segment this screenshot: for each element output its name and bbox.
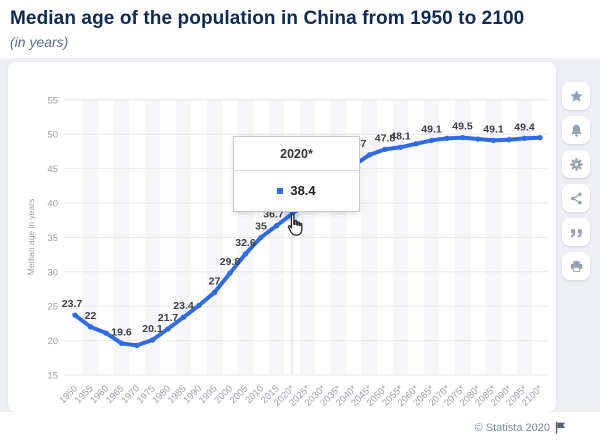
svg-text:21.7: 21.7 — [158, 312, 179, 324]
svg-text:45: 45 — [47, 164, 58, 175]
svg-text:20.1: 20.1 — [142, 323, 163, 335]
svg-text:49.1: 49.1 — [421, 123, 442, 135]
citation-button[interactable] — [562, 218, 590, 246]
flag-icon[interactable] — [555, 421, 566, 434]
svg-text:Median age in years: Median age in years — [26, 199, 36, 276]
chart-card: 15 20 25 30 35 40 45 50 55 1950 1955 1960 1965 1970 19… — [8, 62, 556, 412]
page-title: Median age of the population in China fr… — [10, 8, 525, 29]
svg-text:49.5: 49.5 — [452, 121, 473, 133]
svg-text:30: 30 — [47, 267, 58, 278]
svg-text:23.7: 23.7 — [62, 298, 83, 310]
chart-actions-rail — [562, 82, 590, 280]
svg-text:49.1: 49.1 — [483, 123, 504, 135]
svg-text:40: 40 — [47, 199, 58, 210]
statista-attribution: © Statista 2020 — [474, 421, 550, 434]
svg-text:55: 55 — [47, 95, 58, 106]
svg-text:20: 20 — [47, 336, 58, 347]
print-button[interactable] — [562, 252, 590, 280]
share-button[interactable] — [562, 184, 590, 212]
printer-icon — [570, 260, 582, 272]
svg-text:48.1: 48.1 — [390, 130, 411, 142]
page-subtitle: (in years) — [10, 34, 69, 50]
svg-text:47.8: 47.8 — [375, 132, 396, 144]
chart-header: Median age of the population in China fr… — [0, 0, 600, 58]
chart-tooltip: 2020* 38.4 — [233, 136, 360, 212]
svg-text:47: 47 — [355, 138, 367, 150]
svg-text:19.6: 19.6 — [111, 326, 132, 338]
chart-area-background: 15 20 25 30 35 40 45 50 55 1950 1955 1960 1965 1970 19… — [0, 58, 600, 412]
svg-text:49.4: 49.4 — [514, 121, 535, 133]
tooltip-year: 2020* — [234, 137, 359, 171]
svg-text:32.6: 32.6 — [235, 237, 256, 249]
svg-text:25: 25 — [47, 302, 58, 313]
tooltip-value: 38.4 — [290, 183, 316, 198]
svg-text:23.4: 23.4 — [173, 300, 194, 312]
share-icon — [570, 192, 582, 204]
settings-button[interactable] — [562, 150, 590, 178]
cursor-hand-icon — [287, 213, 303, 236]
svg-text:35: 35 — [47, 233, 58, 244]
svg-text:50: 50 — [47, 130, 58, 141]
svg-text:15: 15 — [47, 371, 58, 382]
bell-icon — [571, 124, 581, 137]
tooltip-value-row: 38.4 — [234, 171, 359, 211]
footer-bar: © Statista 2020 — [0, 412, 600, 443]
svg-text:27: 27 — [209, 275, 221, 287]
notifications-button[interactable] — [562, 116, 590, 144]
svg-text:29.8: 29.8 — [220, 256, 241, 268]
svg-text:22: 22 — [85, 310, 97, 322]
series-marker-icon — [277, 188, 284, 194]
svg-text:35: 35 — [255, 220, 267, 232]
gear-icon — [569, 157, 583, 171]
quote-icon — [570, 228, 582, 238]
star-icon — [569, 89, 583, 102]
favorite-button[interactable] — [562, 82, 590, 110]
